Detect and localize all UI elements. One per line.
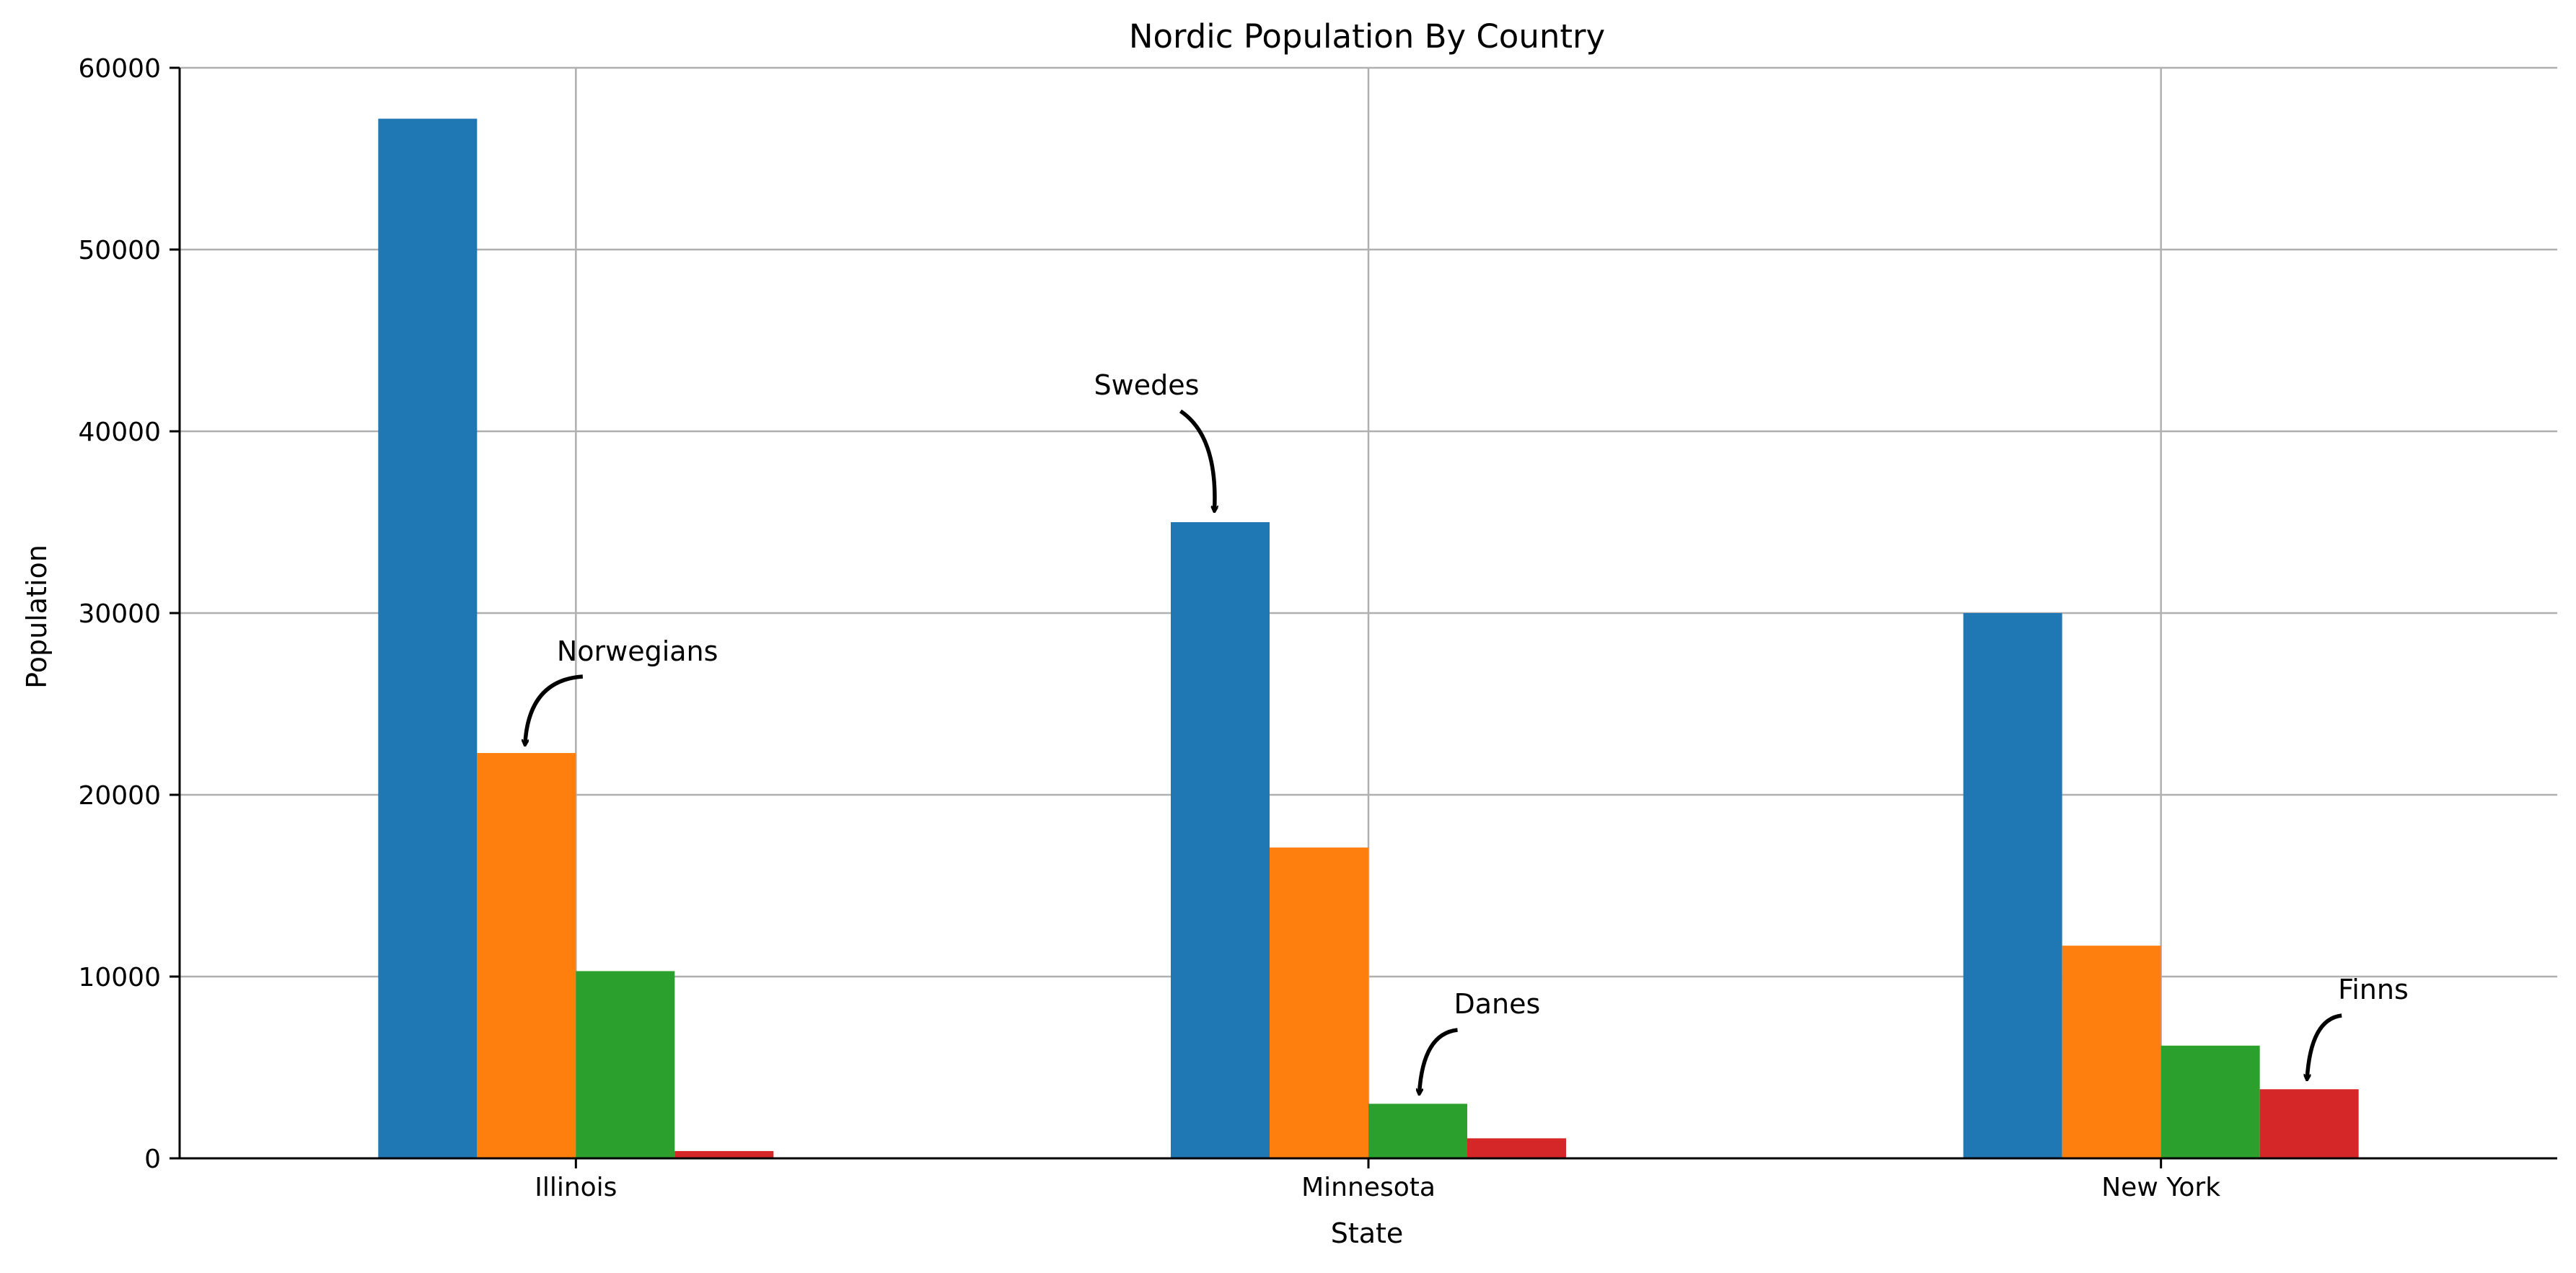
bar-minnesota-2 [1368,1104,1467,1158]
chart-title: Nordic Population By Country [1129,17,1605,56]
annotation-arrow [1420,1028,1458,1093]
bar-new-york-1 [2062,946,2161,1158]
x-tick-label: New York [2101,1173,2220,1202]
y-tick-label: 10000 [78,963,161,992]
bar-illinois-0 [378,118,478,1158]
bars [378,118,2359,1158]
annotation-arrow [1179,409,1215,511]
y-tick-label: 0 [144,1145,161,1174]
y-tick-label: 50000 [78,236,161,265]
y-tick-label: 30000 [78,599,161,629]
annotation-danes: Danes [1454,988,1541,1020]
annotations: Norwegians Swedes Danes Finns [525,369,2409,1093]
annotation-arrow [525,674,584,744]
annotation-norwegians: Norwegians [557,635,718,667]
y-tick-label: 40000 [78,418,161,447]
bar-new-york-3 [2259,1089,2359,1158]
bar-minnesota-1 [1270,847,1368,1158]
annotation-swedes: Swedes [1094,369,1200,401]
y-tick-label: 60000 [78,54,161,84]
annotation-finns: Finns [2338,974,2409,1005]
bar-new-york-2 [2160,1045,2260,1158]
y-tick-label: 20000 [78,781,161,811]
annotation-arrow [2307,1013,2342,1079]
axes: 0 10000 20000 30000 40000 50000 60000 Illinois M… [78,54,2557,1202]
bar-minnesota-0 [1171,522,1270,1158]
bar-minnesota-3 [1467,1138,1566,1158]
bar-new-york-0 [1963,613,2062,1158]
bar-illinois-2 [576,971,675,1158]
y-axis-label: Population [21,545,53,689]
x-tick-label: Illinois [535,1173,617,1202]
bar-illinois-1 [477,753,576,1158]
x-axis-label: State [1331,1217,1404,1249]
x-tick-label: Minnesota [1301,1173,1436,1202]
bar-illinois-3 [674,1150,774,1158]
